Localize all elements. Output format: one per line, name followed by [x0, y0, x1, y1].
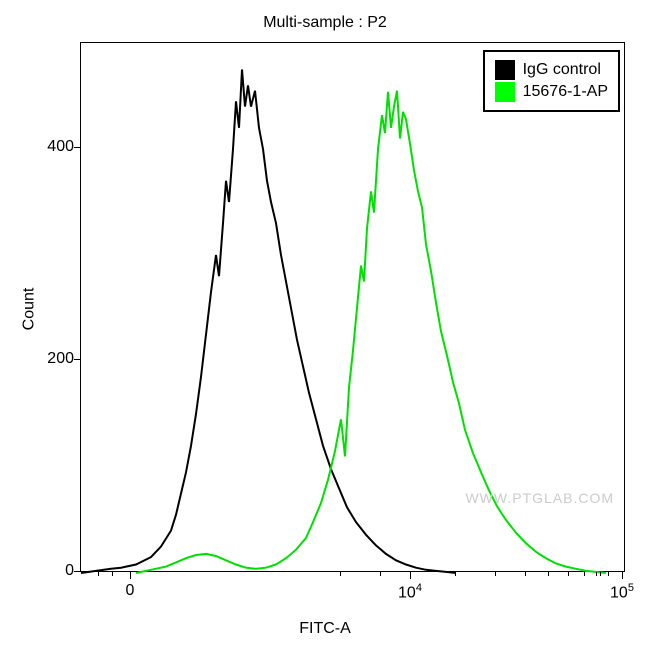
legend-item: IgG control: [495, 60, 608, 80]
watermark: WWW.PTGLAB.COM: [465, 490, 614, 506]
x-tick-mark: [622, 572, 623, 579]
x-tick-label: 105: [597, 582, 647, 602]
legend-item: 15676-1-AP: [495, 82, 608, 102]
x-axis-label: FITC-A: [0, 620, 650, 638]
series-line: [81, 70, 456, 574]
y-tick-label: 0: [40, 562, 74, 580]
legend-swatch-sample: [495, 82, 515, 102]
x-tick-label: 0: [105, 582, 155, 600]
x-minor-tick: [455, 572, 456, 576]
chart-container: Multi-sample : P2 WWW.PTGLAB.COM IgG con…: [0, 0, 650, 652]
x-minor-tick: [548, 572, 549, 576]
x-tick-label: 104: [385, 582, 435, 602]
legend-label: 15676-1-AP: [523, 83, 608, 101]
x-tick-mark: [130, 572, 131, 579]
y-tick-mark: [74, 359, 80, 360]
legend: IgG control 15676-1-AP: [483, 50, 620, 112]
y-tick-mark: [74, 571, 80, 572]
legend-swatch-igg: [495, 60, 515, 80]
x-minor-tick: [600, 572, 601, 576]
x-minor-tick: [608, 572, 609, 576]
x-minor-tick: [596, 572, 597, 576]
x-minor-tick: [98, 572, 99, 576]
plot-area: WWW.PTGLAB.COM: [80, 42, 625, 572]
y-tick-mark: [74, 147, 80, 148]
x-minor-tick: [380, 572, 381, 576]
y-tick-label: 400: [40, 138, 74, 156]
x-tick-mark: [410, 572, 411, 579]
x-minor-tick: [525, 572, 526, 576]
x-minor-tick: [495, 572, 496, 576]
x-minor-tick: [340, 572, 341, 576]
y-tick-label: 200: [40, 350, 74, 368]
x-minor-tick: [568, 572, 569, 576]
x-minor-tick: [112, 572, 113, 576]
x-minor-tick: [584, 572, 585, 576]
y-axis-label: Count: [20, 288, 38, 331]
legend-label: IgG control: [523, 61, 601, 79]
chart-title: Multi-sample : P2: [0, 14, 650, 32]
